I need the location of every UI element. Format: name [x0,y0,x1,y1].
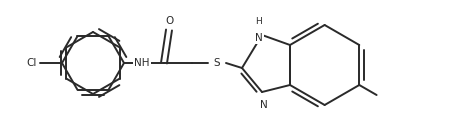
Text: N: N [255,33,263,43]
Text: S: S [214,58,220,68]
Text: O: O [165,16,173,26]
Text: NH: NH [134,58,150,68]
Text: H: H [255,18,262,26]
Text: N: N [260,100,268,110]
Text: Cl: Cl [27,58,37,68]
